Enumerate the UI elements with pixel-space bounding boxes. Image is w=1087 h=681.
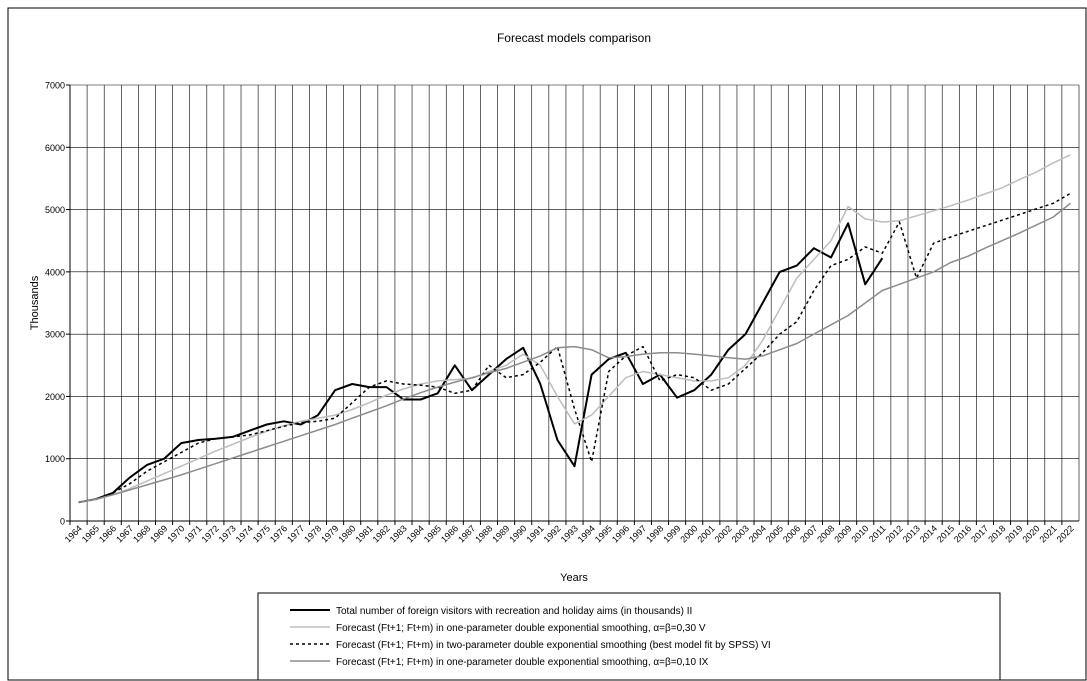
y-tick-label: 7000 <box>45 81 65 91</box>
series-line <box>78 202 1071 504</box>
legend-label: Total number of foreign visitors with re… <box>336 606 692 617</box>
y-tick-label: 2000 <box>45 392 65 402</box>
chart-frame <box>7 7 1087 681</box>
legend-label: Forecast (Ft+1; Ft+m) in two-parameter d… <box>336 640 771 651</box>
y-tick-label: 6000 <box>45 143 65 153</box>
chart-title: Forecast models comparison <box>497 31 651 45</box>
legend-label: Forecast (Ft+1; Ft+m) in one-parameter d… <box>336 623 706 634</box>
y-tick-label: 1000 <box>45 454 65 464</box>
y-tick-label: 3000 <box>45 330 65 340</box>
y-tick-label: 5000 <box>45 205 65 215</box>
y-tick-label: 4000 <box>45 267 65 277</box>
x-axis-label: Years <box>560 572 588 584</box>
y-axis-label: Thousands <box>29 275 41 330</box>
legend-label: Forecast (Ft+1; Ft+m) in one-parameter d… <box>336 657 709 668</box>
series-line <box>78 192 1071 504</box>
y-tick-label: 0 <box>60 517 65 527</box>
series-line <box>78 154 1071 504</box>
legend-box <box>257 592 1001 681</box>
series-line <box>78 222 884 504</box>
